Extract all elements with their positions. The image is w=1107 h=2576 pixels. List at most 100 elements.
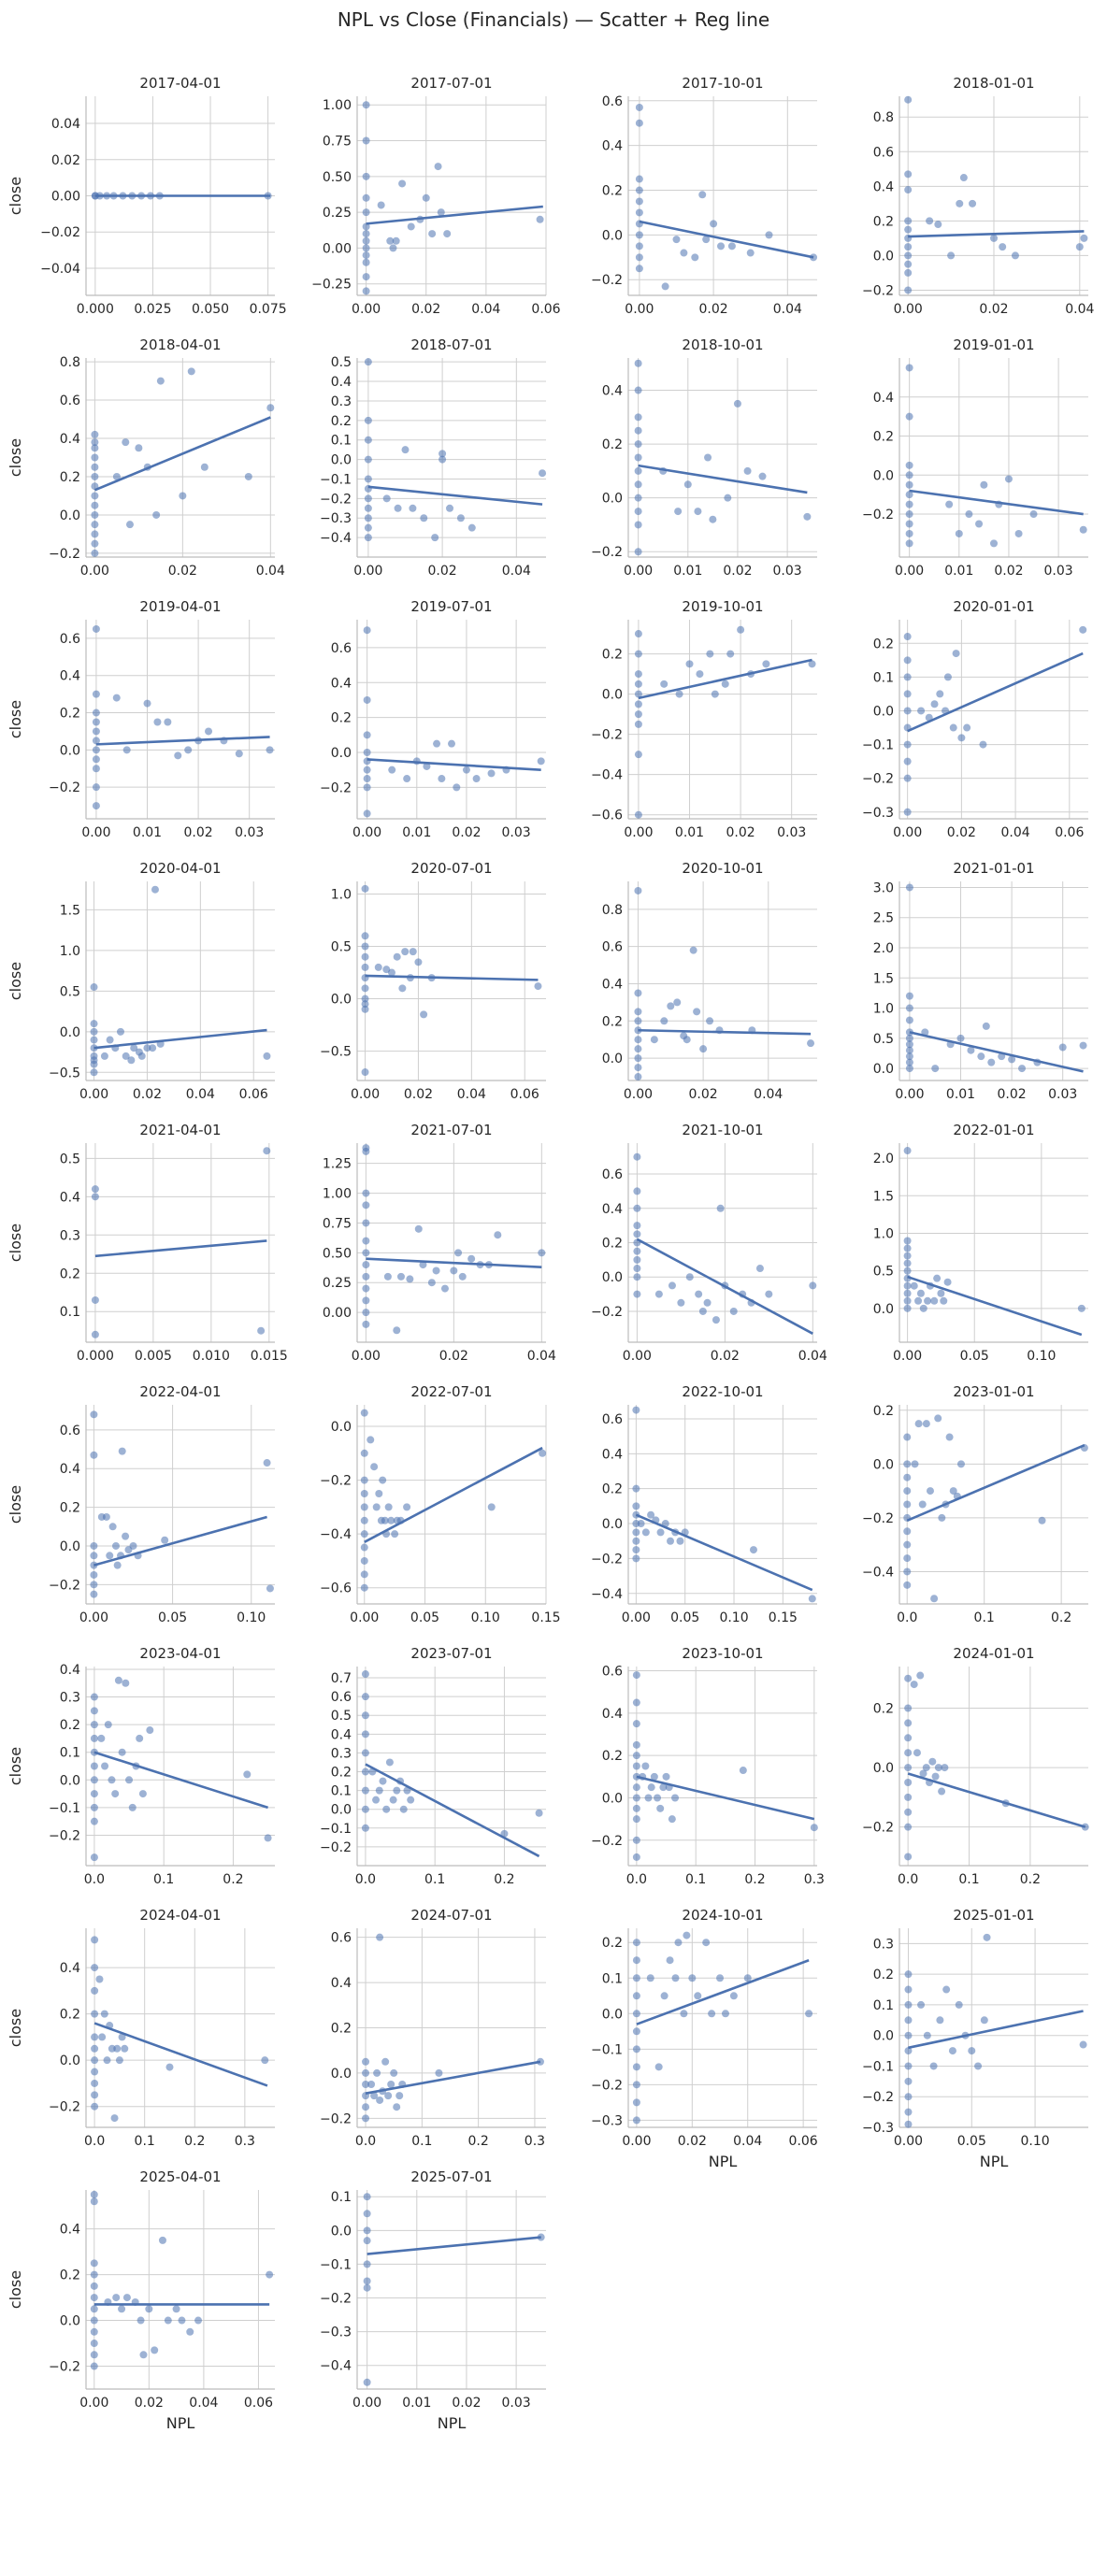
data-point — [161, 1536, 169, 1544]
data-point — [90, 1027, 98, 1036]
data-point — [671, 1794, 680, 1802]
data-point — [111, 1790, 120, 1798]
data-point — [979, 740, 987, 749]
x-tick-label: 0.02 — [404, 1087, 433, 1102]
y-tick-label: 0.0 — [60, 1025, 80, 1040]
data-point — [634, 1036, 642, 1044]
data-point — [362, 101, 370, 109]
data-point — [90, 2316, 98, 2325]
data-point — [152, 510, 161, 519]
data-point — [91, 539, 99, 548]
y-tick-label: 0.2 — [60, 470, 80, 485]
data-point — [373, 2068, 381, 2077]
data-point — [379, 1777, 387, 1785]
regression-line — [366, 205, 543, 225]
panel-2019-01-01: 0.00 0.01 0.02 0.03 −0.2 0.0 0.2 0.4 2019-01-01 — [862, 336, 1088, 579]
y-tick-label: 0.75 — [323, 135, 352, 150]
data-point — [364, 514, 372, 522]
x-tick-label: 0.06 — [239, 1087, 268, 1102]
regression-line — [909, 1031, 1084, 1073]
y-tick-label: 0.6 — [602, 1412, 623, 1427]
data-point — [361, 942, 369, 951]
data-point — [393, 952, 401, 961]
y-tick-label: 0.6 — [60, 394, 80, 408]
data-point — [538, 1249, 546, 1257]
data-point — [91, 1185, 99, 1194]
x-tick-label: 0.05 — [158, 1610, 187, 1625]
y-tick-label: 0.5 — [331, 355, 352, 370]
y-tick-label: 0.2 — [60, 1718, 80, 1733]
data-point — [676, 1537, 684, 1545]
data-point — [407, 1796, 415, 1804]
data-point — [363, 626, 371, 635]
data-point — [370, 1463, 379, 1471]
data-point — [749, 1546, 757, 1554]
y-tick-label: −0.2 — [591, 545, 623, 560]
y-tick-label: −0.3 — [862, 2121, 894, 2136]
data-point — [263, 1147, 271, 1155]
data-point — [904, 1853, 913, 1861]
y-tick-label: 0.6 — [873, 145, 894, 160]
data-point — [125, 1776, 134, 1784]
y-tick-label: 0.0 — [602, 1791, 623, 1806]
data-point — [807, 1039, 815, 1048]
data-point — [710, 220, 718, 228]
data-point — [635, 119, 643, 127]
panel-title: 2021-10-01 — [682, 1122, 763, 1138]
y-tick-label: −0.2 — [320, 2292, 352, 2307]
panel-2020-07-01: 0.00 0.02 0.04 0.06 −0.5 0.0 0.5 1.0 2020-07-01 — [320, 860, 546, 1102]
x-tick-label: 0.04 — [798, 1349, 827, 1364]
data-point — [765, 1290, 773, 1298]
x-tick-label: 0.010 — [193, 1349, 230, 1364]
y-tick-label: 0.3 — [60, 1691, 80, 1706]
regression-line — [93, 1515, 267, 1567]
data-point — [967, 1046, 975, 1054]
data-point — [632, 1546, 640, 1554]
y-tick-label: 0.25 — [323, 206, 352, 221]
data-point — [904, 1764, 913, 1772]
data-point — [904, 1734, 913, 1742]
data-point — [118, 2305, 126, 2313]
data-point — [91, 2079, 99, 2087]
x-tick-label: 0.0 — [84, 2134, 105, 2149]
data-point — [360, 1556, 368, 1565]
x-tick-label: 0.0 — [897, 1610, 917, 1625]
data-point — [982, 1022, 990, 1030]
x-tick-label: 0.02 — [699, 302, 728, 317]
data-point — [903, 1147, 912, 1155]
data-point — [122, 2294, 131, 2302]
data-point — [1018, 1065, 1027, 1073]
y-tick-label: 0.0 — [331, 1420, 352, 1435]
data-point — [263, 1052, 271, 1060]
x-tick-label: 0.02 — [452, 825, 481, 840]
data-point — [641, 1528, 650, 1537]
data-point — [632, 2116, 640, 2125]
regression-line — [93, 416, 271, 492]
x-axis-label: NPL — [438, 2414, 467, 2432]
x-tick-label: 0.04 — [256, 564, 285, 579]
data-point — [634, 680, 642, 688]
data-point — [364, 416, 372, 424]
x-tick-label: 0.04 — [189, 2396, 218, 2411]
data-point — [634, 810, 642, 819]
x-tick-label: 0.02 — [723, 564, 752, 579]
data-point — [647, 1783, 655, 1792]
data-point — [115, 2056, 123, 2065]
data-point — [931, 1772, 940, 1781]
data-point — [940, 1296, 948, 1305]
data-point — [918, 1500, 927, 1509]
data-point — [381, 2057, 390, 2066]
data-point — [266, 2270, 274, 2279]
data-point — [91, 1964, 99, 1972]
data-point — [257, 1326, 266, 1335]
data-point — [632, 1794, 640, 1802]
y-tick-label: 0.0 — [331, 2224, 352, 2239]
data-point — [688, 1974, 697, 1982]
panel-2024-10-01: 0.00 0.02 0.04 0.06 −0.3 −0.2 −0.1 0.0 0.1 0.2 202… — [591, 1907, 818, 2170]
data-point — [805, 2010, 813, 2018]
data-point — [917, 707, 926, 715]
data-point — [1014, 529, 1023, 537]
regression-line — [364, 1446, 543, 1543]
data-point — [362, 1284, 370, 1293]
data-point — [632, 1974, 640, 1982]
